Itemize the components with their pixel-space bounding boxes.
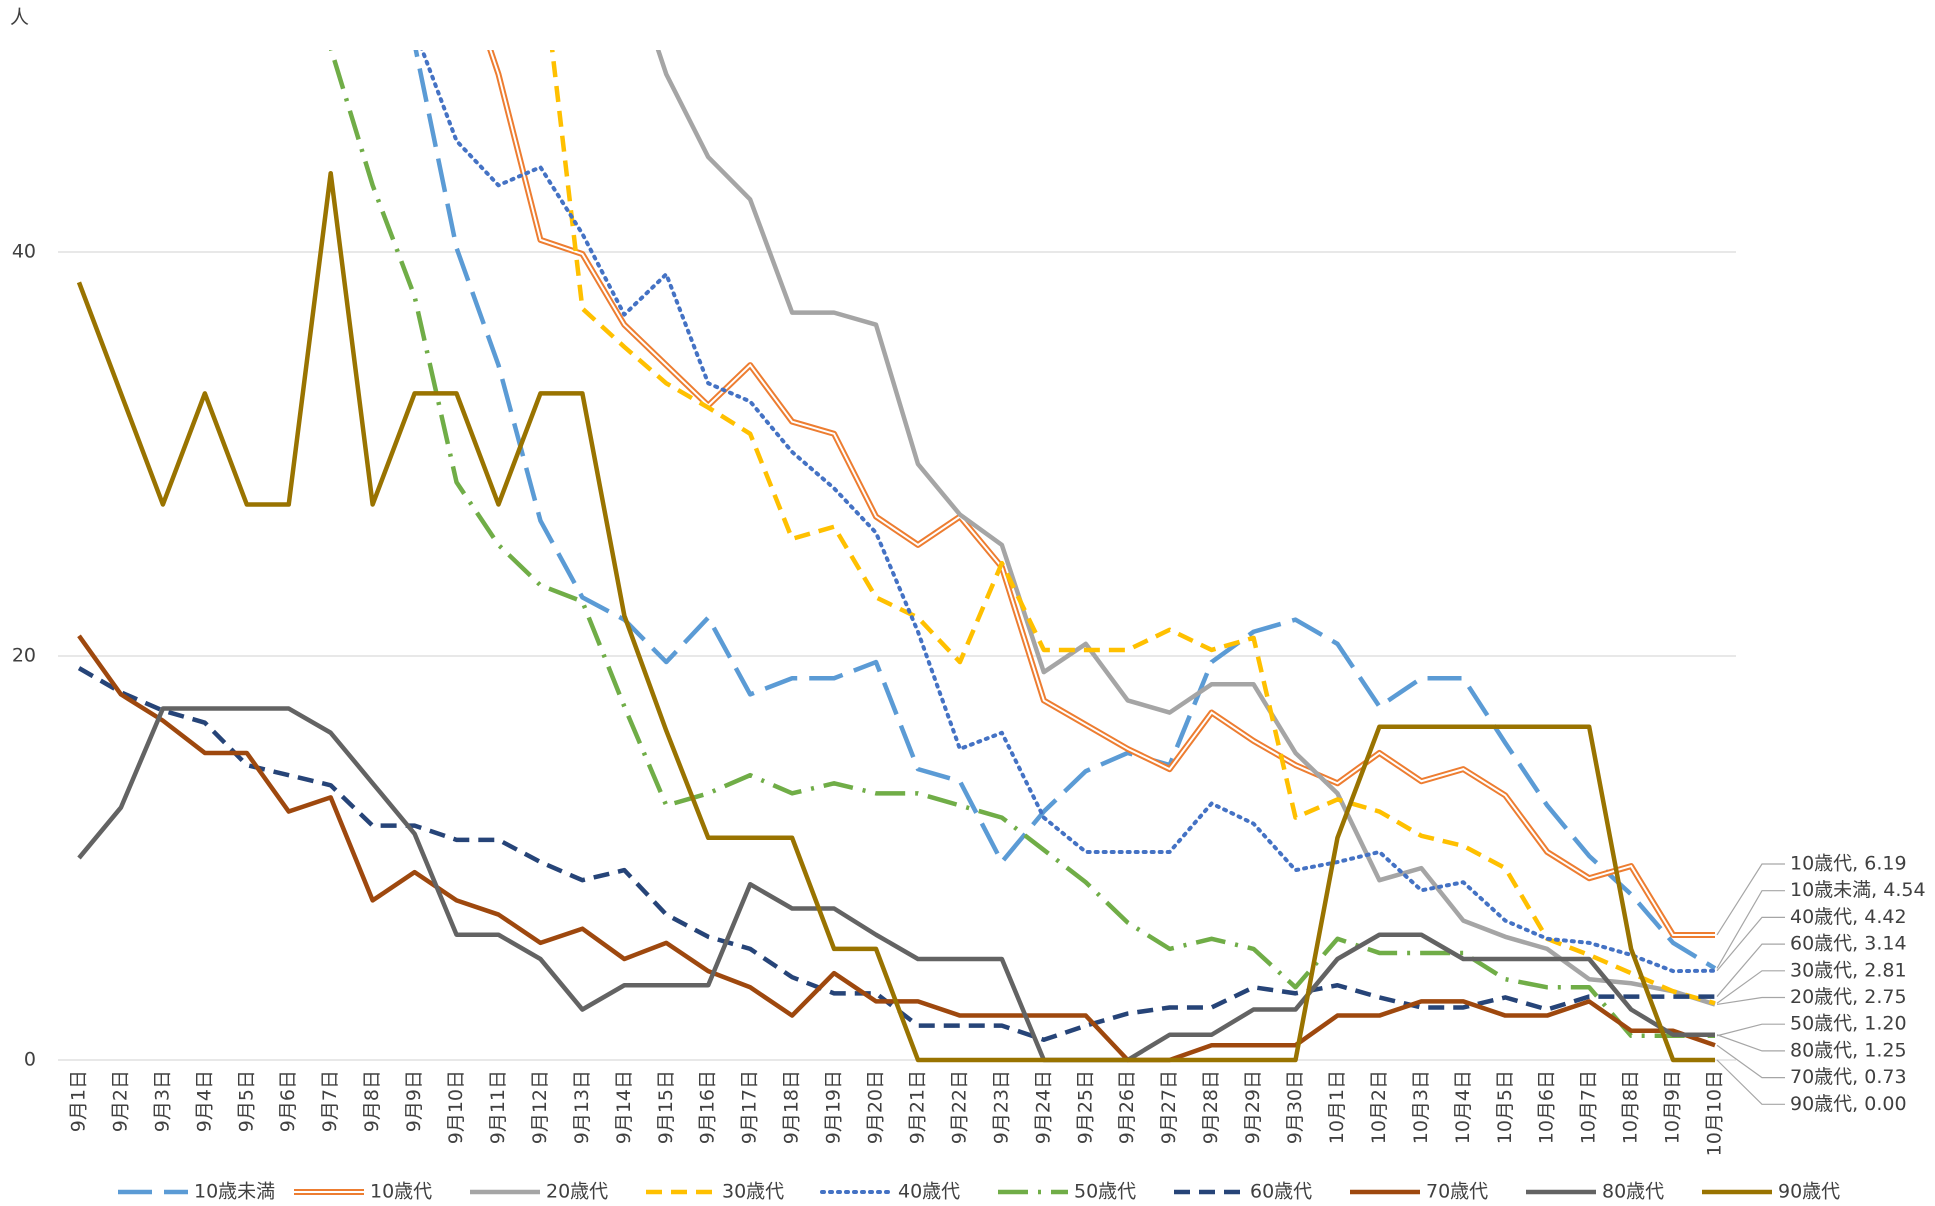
annotation: 70歳代, 0.73 <box>1790 1066 1907 1088</box>
x-tick-label: 9月1日 <box>68 1070 90 1132</box>
legend-label: 80歳代 <box>1602 1181 1664 1203</box>
x-tick-label: 9月3日 <box>151 1070 173 1132</box>
x-tick-label: 9月24日 <box>1032 1070 1054 1144</box>
grid: 0 20 40 9月1日 9月2日 9月3日 9月4日 9月5日 9月6日 9月7日 9月8日 9月9… <box>12 241 1736 1156</box>
annotation-leader <box>1716 1044 1785 1079</box>
x-tick-label: 9月18日 <box>781 1070 803 1144</box>
legend-label: 40歳代 <box>898 1181 960 1203</box>
x-tick-label: 9月22日 <box>948 1070 970 1144</box>
series-line <box>420 50 1717 974</box>
annotation: 50歳代, 1.20 <box>1790 1013 1907 1035</box>
x-tick-label: 9月26日 <box>1116 1070 1138 1144</box>
x-tick-label: 10月6日 <box>1536 1070 1558 1144</box>
x-tick-label: 9月27日 <box>1158 1070 1180 1144</box>
x-tick-label: 10月7日 <box>1578 1070 1600 1144</box>
plot-area <box>76 50 1717 1063</box>
annotation-leader <box>1716 996 1785 1006</box>
series-line <box>655 50 1716 1007</box>
x-tick-label: 9月30日 <box>1284 1070 1306 1144</box>
x-tick-label: 10月4日 <box>1452 1070 1474 1144</box>
x-tick-label: 9月12日 <box>529 1070 551 1144</box>
series-line <box>549 50 1716 1006</box>
x-tick-label: 9月29日 <box>1242 1070 1264 1144</box>
series-line-inner <box>489 50 1715 936</box>
annotation-leader <box>1716 916 1785 972</box>
series-line <box>77 666 1715 1043</box>
x-tick-label: 10月2日 <box>1368 1070 1390 1144</box>
x-tick-label: 9月25日 <box>1074 1070 1096 1144</box>
legend-label: 90歳代 <box>1778 1181 1840 1203</box>
x-tick-label: 9月4日 <box>193 1070 215 1132</box>
x-tick-label: 9月11日 <box>487 1070 509 1144</box>
legend-label: 60歳代 <box>1250 1181 1312 1203</box>
legend-label: 70歳代 <box>1426 1181 1488 1203</box>
x-tick-label: 9月23日 <box>990 1070 1012 1144</box>
annotation-leader <box>1716 943 1785 997</box>
x-tick-label: 9月15日 <box>655 1070 677 1144</box>
annotation-leader <box>1716 890 1785 969</box>
x-tick-label: 9月19日 <box>823 1070 845 1144</box>
legend-label: 20歳代 <box>546 1181 608 1203</box>
x-tick-label: 10月8日 <box>1620 1070 1642 1144</box>
annotation: 40歳代, 4.42 <box>1790 906 1907 928</box>
x-tick-label: 9月17日 <box>739 1070 761 1144</box>
annotation: 90歳代, 0.00 <box>1790 1093 1907 1115</box>
x-tick-label: 9月7日 <box>319 1070 341 1132</box>
x-tick-label: 9月16日 <box>697 1070 719 1144</box>
y-tick-label: 0 <box>24 1049 36 1071</box>
x-tick-label: 9月10日 <box>445 1070 467 1144</box>
y-tick-label: 40 <box>12 241 36 263</box>
legend-label: 10歳未満 <box>194 1181 275 1203</box>
annotation: 30歳代, 2.81 <box>1790 959 1907 981</box>
annotation-leader <box>1716 1059 1785 1105</box>
x-tick-label: 10月3日 <box>1410 1070 1432 1144</box>
x-tick-label: 9月20日 <box>865 1070 887 1144</box>
x-tick-label: 10月5日 <box>1494 1070 1516 1144</box>
annotation-leader <box>1716 863 1785 936</box>
annotation-leader <box>1716 1023 1785 1037</box>
legend-label: 30歳代 <box>722 1181 784 1203</box>
x-tick-label: 9月8日 <box>361 1070 383 1132</box>
x-tick-label: 9月6日 <box>277 1070 299 1132</box>
x-tick-label: 9月21日 <box>906 1070 928 1144</box>
x-tick-label: 9月13日 <box>571 1070 593 1144</box>
x-tick-label: 10月10日 <box>1704 1070 1726 1156</box>
series-line <box>76 170 1715 1063</box>
series-line <box>413 50 1717 971</box>
annotation: 10歳代, 6.19 <box>1790 853 1907 875</box>
x-tick-label: 9月2日 <box>109 1070 131 1132</box>
x-tick-label: 10月1日 <box>1326 1070 1348 1144</box>
y-axis-unit: 人 <box>10 7 29 29</box>
legend-label: 10歳代 <box>370 1181 432 1203</box>
annotation: 20歳代, 2.75 <box>1790 986 1907 1008</box>
series-line <box>77 706 1715 1063</box>
annotation-leader <box>1716 1034 1785 1052</box>
x-tick-label: 9月9日 <box>403 1070 425 1132</box>
annotation: 80歳代, 1.25 <box>1790 1039 1907 1061</box>
series-line <box>328 50 1715 1039</box>
x-tick-label: 9月14日 <box>613 1070 635 1144</box>
x-tick-label: 10月9日 <box>1662 1070 1684 1144</box>
y-tick-label: 20 <box>12 645 36 667</box>
x-tick-label: 9月5日 <box>235 1070 257 1132</box>
x-tick-label: 9月28日 <box>1200 1070 1222 1144</box>
legend-label: 50歳代 <box>1074 1181 1136 1203</box>
annotation: 10歳未満, 4.54 <box>1790 879 1926 901</box>
annotation-leader <box>1716 970 1785 1004</box>
annotation: 60歳代, 3.14 <box>1790 933 1907 955</box>
